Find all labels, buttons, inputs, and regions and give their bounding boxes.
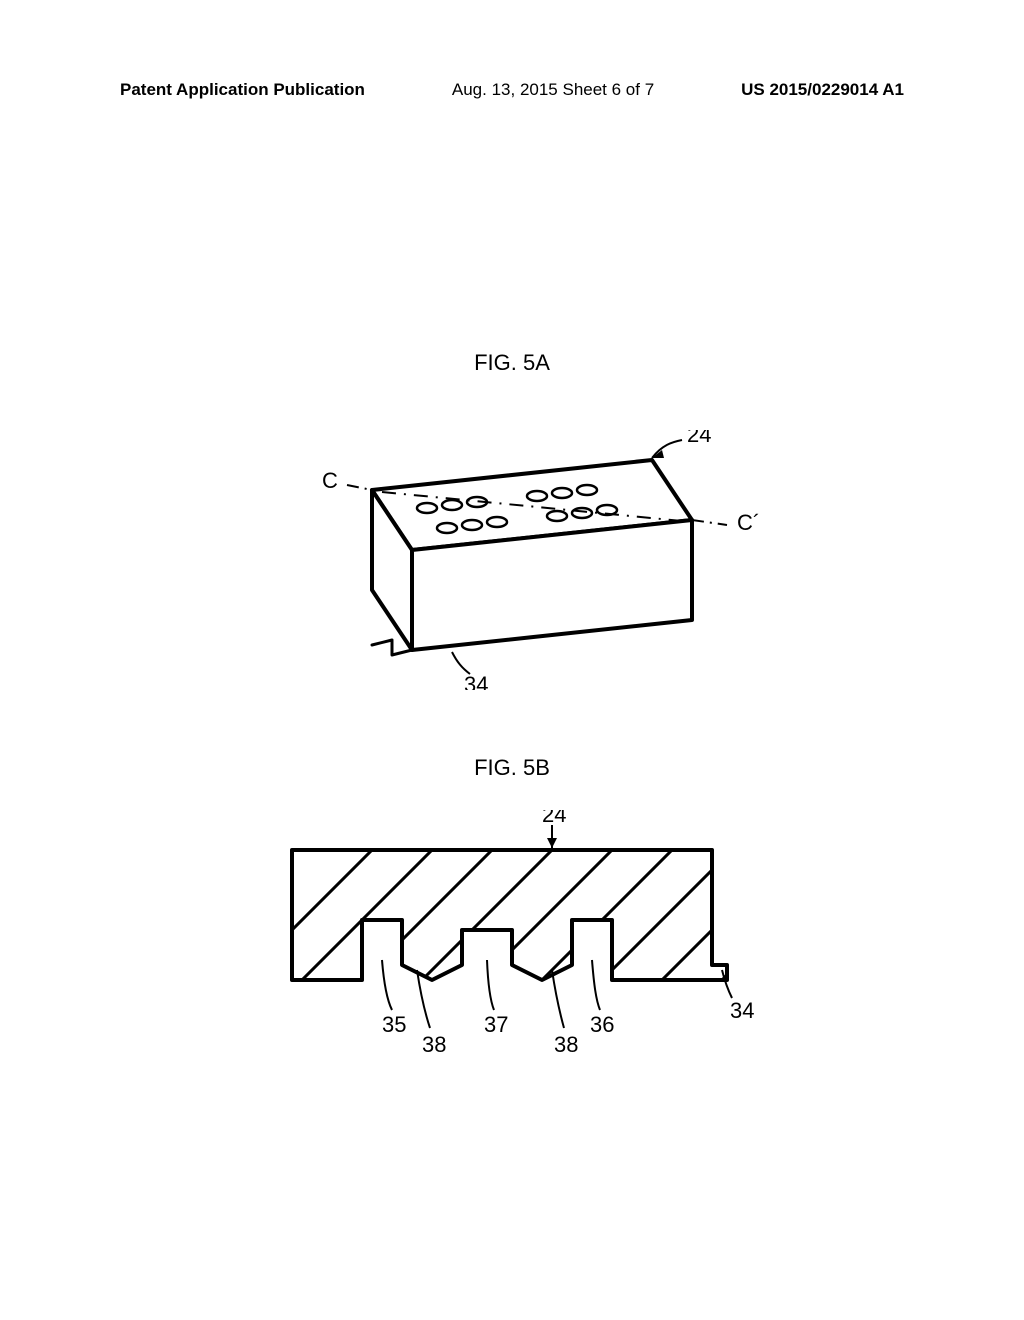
figure-5b: 24 35 37 36 34 38 38 bbox=[232, 810, 792, 1075]
header-right: US 2015/0229014 A1 bbox=[741, 80, 904, 100]
ref-C: C bbox=[322, 468, 338, 493]
ref-24-a: 24 bbox=[687, 430, 711, 447]
figure-5b-svg: 24 35 37 36 34 38 38 bbox=[232, 810, 792, 1070]
figure-5a-svg: 24 C C´ 34 bbox=[252, 430, 772, 690]
figure-5a: 24 C C´ 34 bbox=[252, 430, 772, 695]
figure-5b-label: FIG. 5B bbox=[474, 755, 550, 781]
ref-24-b: 24 bbox=[542, 810, 566, 827]
ref-36: 36 bbox=[590, 1012, 614, 1037]
ref-34-a: 34 bbox=[464, 672, 488, 690]
ref-34-b: 34 bbox=[730, 998, 754, 1023]
ref-Cprime: C´ bbox=[737, 510, 760, 535]
figure-5a-label: FIG. 5A bbox=[474, 350, 550, 376]
ref-38-b: 38 bbox=[554, 1032, 578, 1057]
ref-35: 35 bbox=[382, 1012, 406, 1037]
header-left: Patent Application Publication bbox=[120, 80, 365, 100]
page-header: Patent Application Publication Aug. 13, … bbox=[0, 80, 1024, 100]
ref-37: 37 bbox=[484, 1012, 508, 1037]
header-center: Aug. 13, 2015 Sheet 6 of 7 bbox=[452, 80, 654, 100]
ref-38-a: 38 bbox=[422, 1032, 446, 1057]
